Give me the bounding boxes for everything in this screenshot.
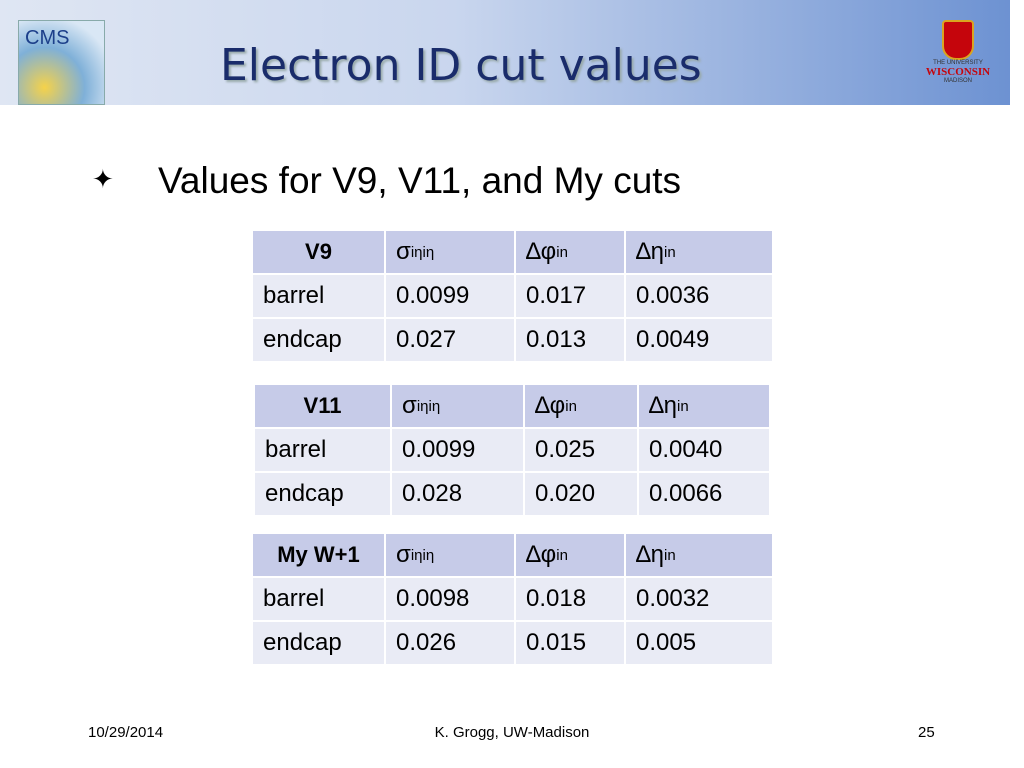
table-cell: 0.020 <box>524 472 638 516</box>
subscript: in <box>556 243 568 261</box>
table-cell: 0.0099 <box>385 274 515 318</box>
header-cell: σ iηiη <box>391 384 524 428</box>
symbol: σ <box>396 541 411 568</box>
table-cell: barrel <box>254 428 391 472</box>
header-cell: ∆η in <box>625 230 773 274</box>
header-cell: ∆η in <box>638 384 770 428</box>
subscript: in <box>664 546 676 564</box>
logo-text: MADISON <box>943 78 972 84</box>
bullet-text: Values for V9, V11, and My cuts <box>158 160 682 201</box>
table-cell: 0.026 <box>385 621 515 665</box>
header-cell: My W+1 <box>252 533 385 577</box>
uw-logo: THE UNIVERSITY WISCONSIN MADISON <box>918 20 998 102</box>
header-cell: V11 <box>254 384 391 428</box>
subscript: iηiη <box>410 243 435 261</box>
header-cell: ∆φ in <box>515 230 625 274</box>
footer-author: K. Grogg, UW-Madison <box>434 724 590 741</box>
table-cell: endcap <box>254 472 391 516</box>
table-cell: 0.0040 <box>638 428 770 472</box>
table-cell: 0.017 <box>515 274 625 318</box>
logo-text: WISCONSIN <box>925 66 991 78</box>
symbol: ∆η <box>649 392 678 419</box>
table-cell: 0.0036 <box>625 274 773 318</box>
table-cell: 0.025 <box>524 428 638 472</box>
subscript: iηiη <box>416 397 441 415</box>
cms-logo: CMS <box>18 20 105 105</box>
table-cell: barrel <box>252 274 385 318</box>
header-cell: ∆φ in <box>524 384 638 428</box>
table-cell: 0.0098 <box>385 577 515 621</box>
table-cell: 0.0049 <box>625 318 773 362</box>
symbol: ∆φ <box>526 541 557 568</box>
header-text: My W+1 <box>277 542 360 567</box>
slide-title: Electron ID cut values <box>220 40 702 91</box>
symbol: ∆φ <box>535 392 566 419</box>
logo-text: CMS <box>25 27 70 49</box>
subscript: in <box>664 243 676 261</box>
title-bar <box>0 0 1010 105</box>
table-cell: 0.005 <box>625 621 773 665</box>
table-cell: endcap <box>252 621 385 665</box>
header-cell: V9 <box>252 230 385 274</box>
table-cell: 0.018 <box>515 577 625 621</box>
subscript: in <box>677 397 689 415</box>
table-cell: 0.0032 <box>625 577 773 621</box>
symbol: σ <box>396 238 411 265</box>
header-text: V11 <box>303 393 342 418</box>
crest <box>942 20 974 60</box>
header-cell: ∆φ in <box>515 533 625 577</box>
header-text: V9 <box>305 239 332 264</box>
table-cell: 0.027 <box>385 318 515 362</box>
table-cell: barrel <box>252 577 385 621</box>
page-number: 25 <box>918 724 935 741</box>
symbol: σ <box>402 392 417 419</box>
header-cell: σ iηiη <box>385 533 515 577</box>
bullet-icon: ✦ <box>92 164 114 194</box>
symbol: ∆φ <box>526 238 557 265</box>
table-cell: 0.013 <box>515 318 625 362</box>
symbol: ∆η <box>636 238 665 265</box>
table-cell: 0.028 <box>391 472 524 516</box>
header-cell: ∆η in <box>625 533 773 577</box>
table-cell: endcap <box>252 318 385 362</box>
header-cell: σ iηiη <box>385 230 515 274</box>
subscript: in <box>565 397 577 415</box>
table-cell: 0.0066 <box>638 472 770 516</box>
logo-text: THE UNIVERSITY <box>933 60 983 66</box>
subscript: iηiη <box>410 546 435 564</box>
subscript: in <box>556 546 568 564</box>
table-cell: 0.0099 <box>391 428 524 472</box>
footer-date: 10/29/2014 <box>88 724 164 741</box>
table-cell: 0.015 <box>515 621 625 665</box>
symbol: ∆η <box>636 541 665 568</box>
